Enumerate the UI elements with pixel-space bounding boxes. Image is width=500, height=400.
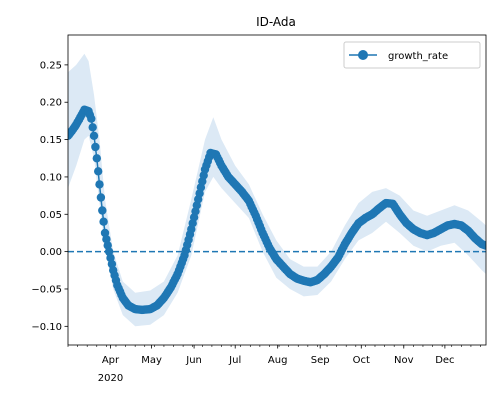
data-point	[95, 180, 104, 189]
x-tick-label: Jul	[228, 355, 241, 366]
legend-label: growth_rate	[388, 51, 448, 62]
data-point	[481, 241, 486, 250]
data-point	[99, 217, 108, 226]
data-point	[104, 247, 114, 256]
y-tick-label: 0.25	[40, 60, 62, 71]
y-tick-label: 0.15	[40, 135, 62, 146]
confidence-band	[68, 53, 486, 327]
data-point	[87, 114, 96, 123]
data-point	[88, 123, 97, 132]
y-tick-label: 0.00	[40, 247, 62, 258]
data-point	[92, 154, 102, 163]
y-tick-label: −0.05	[31, 284, 62, 295]
axes: −0.10 −0.05 0.00 0.05 0.10 0.15 0.20 0.25 Apr May…	[31, 34, 487, 384]
y-tick-label: 0.05	[40, 210, 62, 221]
x-tick-label: Jun	[185, 355, 202, 366]
legend-frame	[343, 41, 481, 69]
x-tick-label: Sep	[311, 355, 330, 366]
legend-marker-swatch	[358, 50, 368, 60]
series-growth-rate	[68, 105, 486, 315]
data-point	[91, 142, 100, 152]
chart-title: ID-Ada	[256, 15, 296, 29]
data-point	[96, 193, 106, 202]
x-tick-label: May	[141, 355, 162, 366]
x-tick-label: Nov	[394, 355, 414, 366]
x-tick-label: Dec	[435, 355, 454, 366]
x-tick-label: Aug	[268, 355, 288, 366]
data-point	[89, 131, 99, 140]
data-point	[94, 167, 103, 176]
legend: growth_rate	[343, 41, 481, 69]
x-tick-label: Apr	[102, 355, 120, 366]
series-line	[68, 108, 486, 311]
x-tick-label: Oct	[353, 355, 370, 366]
plot-frame	[67, 34, 487, 346]
y-tick-label: 0.10	[40, 172, 62, 183]
confidence-band-area	[68, 53, 486, 327]
data-point	[98, 206, 107, 215]
x-year-label: 2020	[98, 373, 123, 384]
y-tick-label: −0.10	[31, 322, 62, 333]
y-tick-label: 0.20	[40, 98, 62, 109]
